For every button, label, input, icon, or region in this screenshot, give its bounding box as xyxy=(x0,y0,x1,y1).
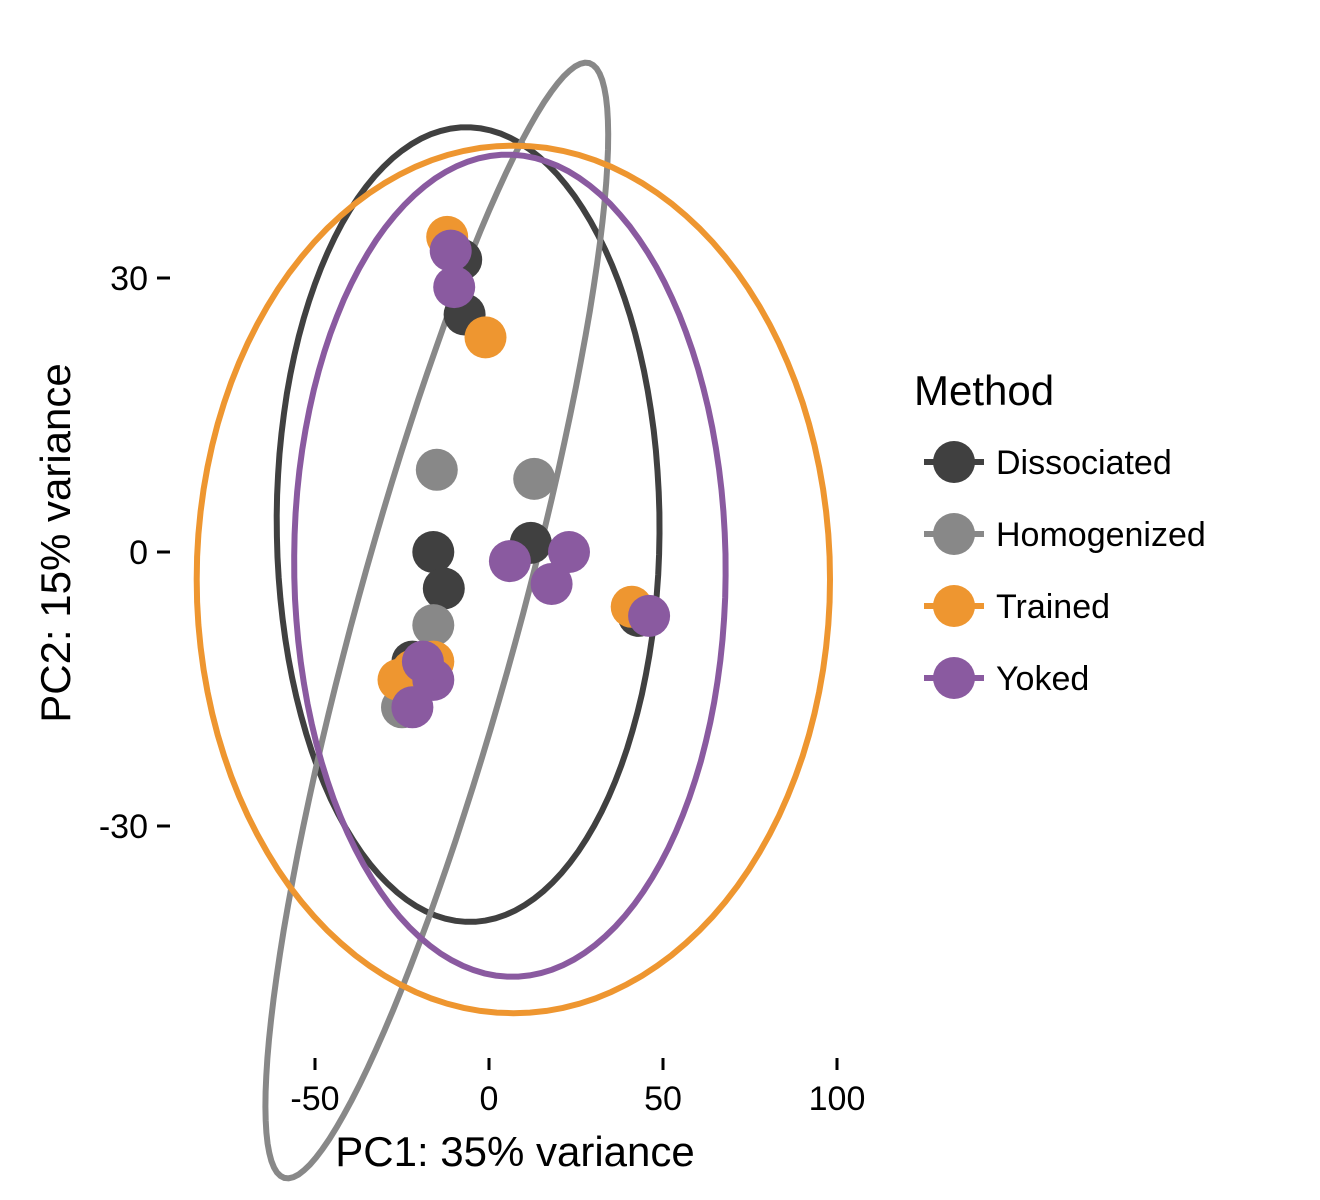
legend-item-homogenized: Homogenized xyxy=(924,513,1206,555)
point-homogenized-2 xyxy=(412,604,455,647)
point-yoked-7 xyxy=(391,686,434,729)
axes: -50 0 50 100 -30 0 30 xyxy=(99,260,866,1118)
legend-key-point xyxy=(933,441,975,483)
point-homogenized-0 xyxy=(415,448,458,491)
legend-key-point xyxy=(933,513,975,555)
legend-item-trained: Trained xyxy=(924,585,1110,627)
point-yoked-2 xyxy=(488,540,531,583)
legend-label: Yoked xyxy=(996,660,1089,698)
confidence-ellipses xyxy=(193,59,834,1182)
x-tick-label: 100 xyxy=(809,1080,866,1118)
legend-item-dissociated: Dissociated xyxy=(924,441,1172,483)
point-dissociated-3 xyxy=(422,567,465,610)
legend-label: Trained xyxy=(996,588,1110,626)
y-tick-label: -30 xyxy=(99,808,148,846)
point-yoked-5 xyxy=(628,594,671,637)
legend-item-yoked: Yoked xyxy=(924,657,1089,699)
y-tick-label: 0 xyxy=(129,534,148,572)
data-points xyxy=(377,215,671,729)
x-tick-label: -50 xyxy=(290,1080,339,1118)
point-yoked-0 xyxy=(429,229,472,272)
x-tick-label: 0 xyxy=(480,1080,499,1118)
y-axis-title: PC2: 15% variance xyxy=(32,363,79,723)
point-yoked-3 xyxy=(548,531,590,573)
legend: Method Dissociated Homogenized Trained Yoke… xyxy=(914,367,1206,699)
legend-title: Method xyxy=(914,367,1054,414)
legend-label: Homogenized xyxy=(996,516,1206,554)
ellipse-trained xyxy=(193,142,834,1017)
x-tick-label: 50 xyxy=(644,1080,682,1118)
point-dissociated-2 xyxy=(412,531,455,573)
legend-items: Dissociated Homogenized Trained Yoked xyxy=(924,441,1206,699)
point-homogenized-1 xyxy=(513,457,556,500)
y-tick-label: 30 xyxy=(110,260,148,298)
legend-key-point xyxy=(933,585,975,627)
point-yoked-4 xyxy=(530,563,573,605)
point-trained-1 xyxy=(464,316,507,359)
ellipse-dissociated xyxy=(273,124,663,925)
legend-key-point xyxy=(933,657,975,699)
x-axis-title: PC1: 35% variance xyxy=(335,1128,695,1175)
point-yoked-8 xyxy=(401,640,444,683)
ellipse-yoked xyxy=(291,151,729,980)
legend-label: Dissociated xyxy=(996,444,1172,482)
point-yoked-1 xyxy=(433,266,476,309)
